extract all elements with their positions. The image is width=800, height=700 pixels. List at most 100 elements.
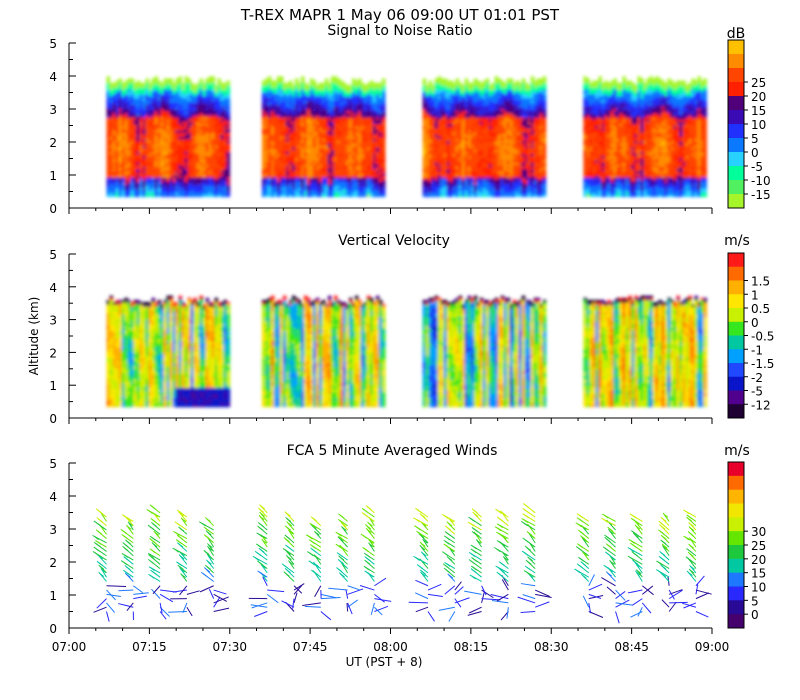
heatmap-cell [360, 147, 365, 150]
heatmap-cell [160, 183, 165, 187]
heatmap-cell [431, 179, 436, 183]
heatmap-cell [357, 82, 362, 86]
heatmap-cell [175, 151, 180, 155]
heatmap-cell [378, 147, 383, 150]
heatmap-cell [297, 134, 302, 137]
heatmap-cell [282, 123, 287, 127]
heatmap-cell [148, 114, 153, 118]
heatmap-cell [130, 192, 135, 195]
heatmap-cell [142, 87, 147, 90]
heatmap-cell [279, 125, 284, 129]
heatmap-cell [437, 147, 442, 150]
heatmap-cell [309, 129, 314, 133]
heatmap-cell [360, 114, 365, 118]
heatmap-cell [357, 144, 362, 148]
heatmap-cell [106, 125, 111, 129]
heatmap-cell [300, 114, 305, 118]
heatmap-cell [166, 149, 171, 153]
heatmap-cell [211, 108, 216, 112]
heatmap-cell [154, 76, 159, 80]
heatmap-cell [425, 153, 430, 157]
heatmap-cell [336, 140, 341, 144]
heatmap-cell [303, 99, 308, 103]
heatmap-cell [184, 162, 189, 165]
heatmap-cell [276, 121, 281, 125]
heatmap-cell [366, 172, 371, 176]
heatmap-cell [196, 164, 201, 168]
heatmap-cell [184, 172, 189, 176]
heatmap-cell [378, 117, 383, 120]
heatmap-cell [446, 194, 451, 198]
heatmap-cell [270, 138, 275, 142]
heatmap-cell [157, 177, 162, 180]
heatmap-cell [190, 172, 195, 176]
heatmap-cell [115, 168, 120, 172]
heatmap-cell [342, 190, 347, 193]
heatmap-cell [264, 99, 269, 103]
heatmap-cell [169, 112, 174, 116]
heatmap-cell [330, 125, 335, 129]
heatmap-cell [306, 87, 311, 90]
heatmap-cell [282, 134, 287, 137]
heatmap-cell [327, 159, 332, 163]
heatmap-cell [184, 194, 189, 198]
heatmap-cell [148, 110, 153, 114]
heatmap-cell [348, 151, 353, 155]
heatmap-cell [372, 170, 377, 174]
heatmap-cell [282, 89, 287, 92]
heatmap-cell [118, 102, 123, 105]
heatmap-cell [160, 153, 165, 157]
heatmap-cell [211, 170, 216, 174]
heatmap-cell [324, 147, 329, 150]
heatmap-cell [261, 123, 266, 127]
heatmap-cell [369, 136, 374, 140]
heatmap-cell [196, 192, 201, 195]
heatmap-cell [112, 177, 117, 180]
heatmap-cell [139, 147, 144, 150]
heatmap-cell [133, 136, 138, 140]
heatmap-cell [220, 110, 225, 114]
heatmap-cell [297, 97, 302, 101]
heatmap-cell [437, 121, 442, 125]
heatmap-cell [145, 93, 150, 97]
heatmap-cell [115, 93, 120, 97]
heatmap-cell [363, 149, 368, 153]
heatmap-cell [202, 175, 207, 178]
heatmap-cell [217, 155, 222, 159]
heatmap-cell [142, 142, 147, 146]
heatmap-cell [205, 121, 210, 125]
heatmap-cell [294, 187, 299, 191]
heatmap-cell [303, 183, 308, 187]
heatmap-cell [184, 84, 189, 88]
heatmap-cell [321, 136, 326, 140]
heatmap-cell [366, 185, 371, 189]
heatmap-cell [142, 106, 147, 110]
heatmap-cell [217, 132, 222, 135]
heatmap-cell [297, 147, 302, 150]
heatmap-cell [187, 95, 192, 99]
heatmap-cell [196, 162, 201, 165]
heatmap-cell [428, 112, 433, 116]
heatmap-cell [226, 170, 231, 174]
heatmap-cell [437, 185, 442, 189]
heatmap-cell [124, 106, 129, 110]
heatmap-cell [148, 149, 153, 153]
heatmap-cell [214, 155, 219, 159]
heatmap-cell [220, 181, 225, 185]
heatmap-cell [220, 140, 225, 144]
heatmap-cell [381, 140, 386, 144]
heatmap-cell [148, 172, 153, 176]
heatmap-cell [196, 142, 201, 146]
heatmap-cell [345, 117, 350, 120]
heatmap-cell [205, 87, 210, 90]
heatmap-cell [178, 91, 183, 95]
heatmap-cell [261, 112, 266, 116]
heatmap-cell [121, 138, 126, 142]
heatmap-cell [154, 168, 159, 172]
heatmap-cell [348, 89, 353, 92]
heatmap-cell [279, 149, 284, 153]
heatmap-cell [303, 155, 308, 159]
heatmap-cell [285, 91, 290, 95]
heatmap-cell [279, 82, 284, 86]
heatmap-cell [300, 106, 305, 110]
